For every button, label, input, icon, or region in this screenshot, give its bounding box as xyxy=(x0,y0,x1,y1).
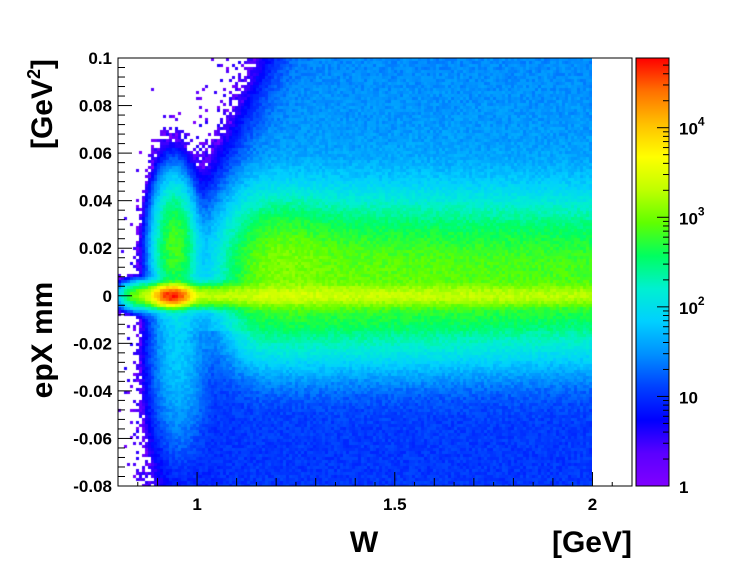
z-tick-base: 10 xyxy=(679,209,698,228)
y-tick-label: 0.08 xyxy=(79,97,112,116)
x-axis: 1 1.5 2 xyxy=(117,472,633,514)
z-tick-base: 10 xyxy=(679,388,698,407)
y-tick-label: -0.04 xyxy=(73,382,112,401)
x-axis-title: W xyxy=(350,526,379,559)
heatmap-area xyxy=(118,58,592,486)
x-tick-label: 1 xyxy=(192,495,201,514)
z-tick-exponent: 2 xyxy=(698,294,705,308)
y-tick-label: 0.1 xyxy=(88,49,112,68)
z-tick-label: 104 xyxy=(679,115,705,139)
z-tick-label: 103 xyxy=(679,204,705,228)
y-axis-unit: [GeV2] xyxy=(24,59,59,149)
y-tick-label: 0.04 xyxy=(79,192,113,211)
color-scale-bar xyxy=(635,57,670,487)
y-tick-label: 0.06 xyxy=(79,144,112,163)
y-tick-label: -0.06 xyxy=(73,429,112,448)
z-tick-base: 1 xyxy=(679,478,688,497)
y-tick-label: 0.02 xyxy=(79,239,112,258)
y-tick-label: 0 xyxy=(103,287,112,306)
x-tick-label: 1.5 xyxy=(383,495,407,514)
z-tick-label: 10 xyxy=(679,388,698,407)
x-tick-label: 2 xyxy=(588,495,597,514)
y-axis-unit-exponent: 2 xyxy=(24,69,44,79)
z-tick-exponent: 3 xyxy=(698,204,705,218)
z-tick-label: 102 xyxy=(679,294,705,318)
z-tick-exponent: 4 xyxy=(698,115,705,129)
x-axis-unit: [GeV] xyxy=(552,526,632,559)
y-axis-title: epX mm xyxy=(26,282,59,399)
z-tick-base: 10 xyxy=(679,120,698,139)
y-axis-unit-base: [GeV xyxy=(26,79,59,149)
z-tick-base: 10 xyxy=(679,299,698,318)
heatmap-canvas xyxy=(118,58,592,486)
y-tick-label: -0.08 xyxy=(73,477,112,496)
z-tick-label: 1 xyxy=(679,478,688,497)
y-axis: -0.08 -0.06 -0.04 -0.02 0 0.02 0.04 0.06 0.08 0.1 xyxy=(73,49,132,496)
y-tick-label: -0.02 xyxy=(73,334,112,353)
y-axis-unit-close: ] xyxy=(26,59,59,69)
